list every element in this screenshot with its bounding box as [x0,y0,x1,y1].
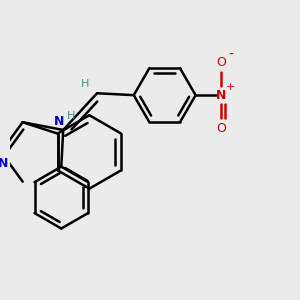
Text: -: - [228,48,233,62]
Text: +: + [226,82,235,92]
Text: O: O [216,56,226,69]
Text: N: N [54,116,65,128]
Text: H: H [81,79,90,88]
Text: O: O [216,122,226,134]
Text: H: H [67,111,75,121]
Text: N: N [215,89,226,102]
Text: N: N [0,157,8,170]
